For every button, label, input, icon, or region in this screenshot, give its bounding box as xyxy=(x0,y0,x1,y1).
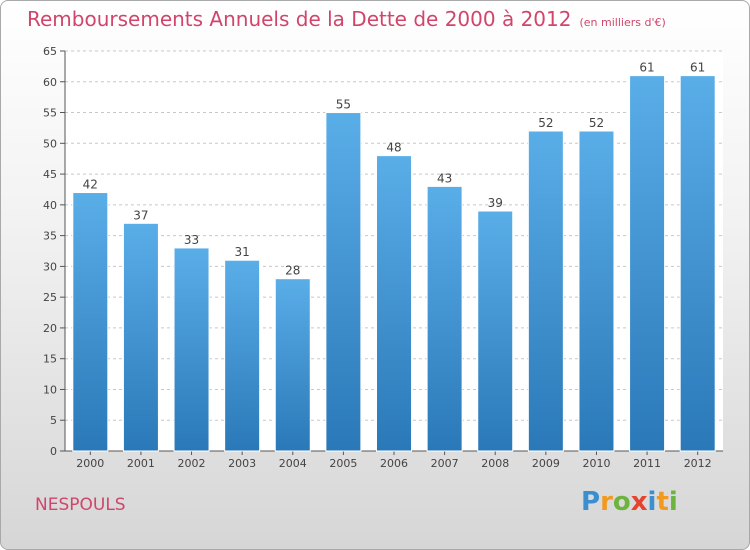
y-tick-label: 30 xyxy=(43,260,57,273)
bar-2000 xyxy=(72,192,109,452)
x-tick-label-2011: 2011 xyxy=(633,457,661,470)
y-tick-label: 60 xyxy=(43,76,57,89)
value-label-2012: 61 xyxy=(690,61,705,75)
bar-2011 xyxy=(629,75,666,452)
y-tick-label: 10 xyxy=(43,383,57,396)
x-tick-label-2008: 2008 xyxy=(481,457,509,470)
y-tick-label: 65 xyxy=(43,45,57,58)
chart-title: Remboursements Annuels de la Dette de 20… xyxy=(27,7,666,31)
value-label-2009: 52 xyxy=(538,116,553,130)
bar-2008 xyxy=(477,210,514,452)
y-tick-label: 0 xyxy=(50,445,57,458)
y-tick-label: 45 xyxy=(43,168,57,181)
value-label-2001: 37 xyxy=(133,208,148,222)
chart-title-main: Remboursements Annuels de la Dette de 20… xyxy=(27,7,572,31)
x-tick-label-2003: 2003 xyxy=(228,457,256,470)
x-tick-label-2009: 2009 xyxy=(532,457,560,470)
x-tick-label-2005: 2005 xyxy=(329,457,357,470)
logo-letter: t xyxy=(656,487,669,517)
value-label-2011: 61 xyxy=(639,61,654,75)
y-tick-label: 20 xyxy=(43,322,57,335)
logo-letter: P xyxy=(581,487,601,517)
y-tick-label: 40 xyxy=(43,199,57,212)
value-label-2003: 31 xyxy=(235,245,250,259)
bars xyxy=(72,75,716,452)
value-label-2000: 42 xyxy=(83,178,98,192)
bar-2002 xyxy=(173,247,210,452)
value-label-2006: 48 xyxy=(386,141,401,155)
logo-letter: i xyxy=(668,487,678,517)
bar-2012 xyxy=(679,75,716,452)
x-tick-label-2010: 2010 xyxy=(582,457,610,470)
bar-2003 xyxy=(224,259,261,452)
y-tick-label: 50 xyxy=(43,137,57,150)
y-tick-label: 55 xyxy=(43,107,57,120)
logo-letter: x xyxy=(630,487,648,517)
axes: 0 5 10 15 20 25 30 35 40 45 50 55 60 65 2000 2001 2002 20… xyxy=(43,45,723,470)
x-tick-label-2004: 2004 xyxy=(279,457,307,470)
bar-2005 xyxy=(325,112,362,452)
logo-letter: o xyxy=(612,487,631,517)
logo-letter: r xyxy=(600,487,613,517)
x-tick-label-2006: 2006 xyxy=(380,457,408,470)
value-label-2004: 28 xyxy=(285,264,300,278)
chart-unit: (en milliers d'€) xyxy=(579,16,666,29)
bar-2009 xyxy=(527,130,564,452)
value-label-2008: 39 xyxy=(488,196,503,210)
value-label-2007: 43 xyxy=(437,171,452,185)
bar-2007 xyxy=(426,185,463,452)
y-tick-label: 5 xyxy=(50,414,57,427)
value-label-2002: 33 xyxy=(184,233,199,247)
value-label-2005: 55 xyxy=(336,98,351,112)
x-tick-label-2000: 2000 xyxy=(76,457,104,470)
x-tick-label-2002: 2002 xyxy=(178,457,206,470)
bar-2010 xyxy=(578,130,615,452)
y-tick-label: 35 xyxy=(43,230,57,243)
bar-2004 xyxy=(274,278,311,452)
x-tick-label-2012: 2012 xyxy=(684,457,712,470)
proxiti-logo: Proxiti xyxy=(581,487,678,517)
bar-2001 xyxy=(122,222,159,452)
x-tick-label-2001: 2001 xyxy=(127,457,155,470)
data-labels: 42 37 33 31 28 55 48 43 39 52 52 61 61 xyxy=(83,61,706,278)
y-tick-label: 15 xyxy=(43,353,57,366)
town-name: NESPOULS xyxy=(35,495,126,515)
x-tick-label-2007: 2007 xyxy=(431,457,459,470)
bar-2006 xyxy=(376,155,412,452)
value-label-2010: 52 xyxy=(589,116,604,130)
y-tick-label: 25 xyxy=(43,291,57,304)
logo-letter: i xyxy=(647,487,657,517)
